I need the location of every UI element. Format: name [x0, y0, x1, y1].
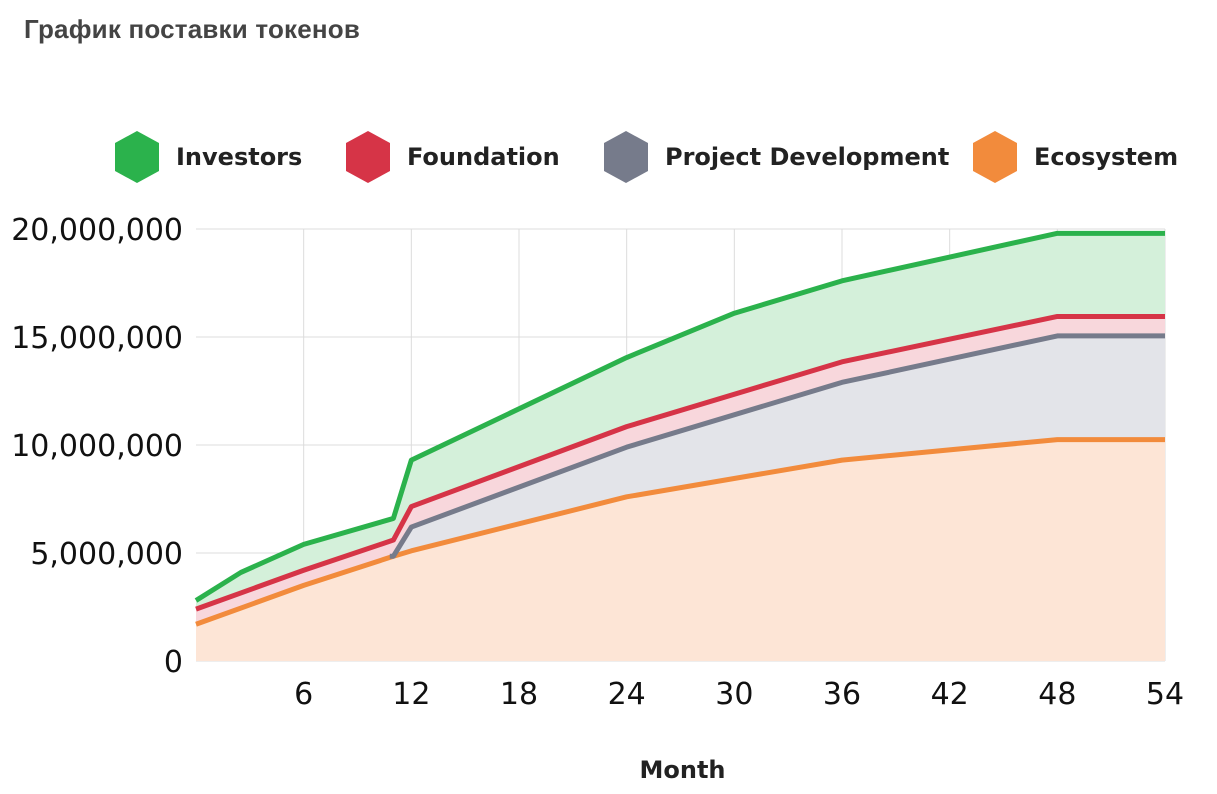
x-tick-label: 54 — [1146, 677, 1184, 712]
series-line-project-development — [389, 333, 1165, 559]
x-tick-label: 30 — [715, 677, 753, 712]
legend-label: Foundation — [407, 143, 560, 171]
x-axis-title: Month — [639, 756, 726, 784]
series-line-foundation — [195, 313, 1165, 612]
x-tick-label: 24 — [608, 677, 646, 712]
area-fill-ecosystem — [196, 439, 1165, 661]
chart-legend: Investors Foundation Project Development… — [0, 128, 1217, 188]
x-tick-label: 6 — [294, 677, 313, 712]
hexagon-icon — [115, 131, 159, 183]
hexagon-icon — [604, 131, 648, 183]
legend-label: Project Development — [665, 143, 950, 171]
x-tick-label: 18 — [500, 677, 538, 712]
token-supply-chart: 0 5,000,000 10,000,000 15,000,000 20,000,000… — [11, 213, 1184, 712]
legend-item-investors[interactable]: Investors — [112, 128, 302, 186]
y-tick-label: 0 — [164, 645, 183, 680]
hexagon-icon — [346, 131, 390, 183]
legend-item-foundation[interactable]: Foundation — [343, 128, 560, 186]
legend-item-ecosystem[interactable]: Ecosystem — [970, 128, 1178, 186]
series-line-ecosystem — [195, 437, 1165, 627]
y-tick-label: 15,000,000 — [11, 321, 183, 356]
hexagon-icon — [973, 131, 1017, 183]
x-tick-label: 12 — [392, 677, 430, 712]
y-tick-label: 10,000,000 — [11, 429, 183, 464]
y-tick-label: 5,000,000 — [30, 537, 183, 572]
x-tick-label: 36 — [823, 677, 861, 712]
series-line-investors — [194, 230, 1165, 603]
legend-label: Ecosystem — [1034, 143, 1179, 171]
y-tick-label: 20,000,000 — [11, 213, 183, 248]
legend-label: Investors — [176, 143, 303, 171]
page-title: График поставки токенов — [24, 14, 361, 44]
legend-item-project-development[interactable]: Project Development — [601, 128, 949, 186]
x-tick-label: 42 — [931, 677, 969, 712]
x-tick-label: 48 — [1038, 677, 1076, 712]
